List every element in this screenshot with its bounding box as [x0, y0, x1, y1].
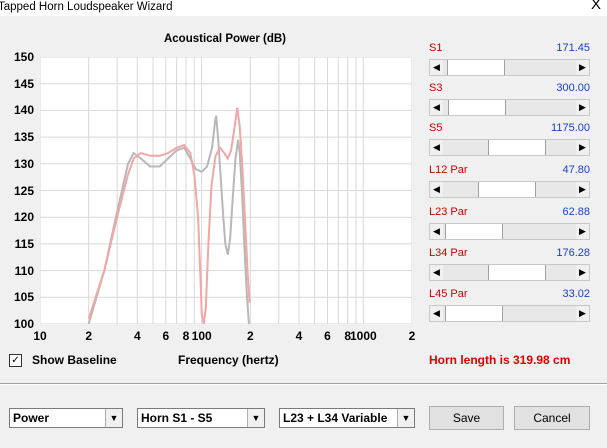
- y-tick-label: 115: [14, 236, 34, 251]
- show-baseline-label[interactable]: Show Baseline: [32, 353, 117, 367]
- x-tick-label: 2: [246, 329, 254, 343]
- power-chart: [40, 57, 412, 324]
- mode-dropdown[interactable]: Power ▼: [9, 408, 123, 428]
- y-tick-label: 110: [14, 263, 34, 278]
- horn-dropdown-value: Horn S1 - S5: [141, 411, 213, 425]
- slider-thumb[interactable]: [478, 182, 537, 197]
- slider-scrollbar[interactable]: ◀ ▶: [429, 305, 590, 322]
- chart-grid: [40, 57, 412, 324]
- x-axis-label: Frequency (hertz): [178, 353, 279, 367]
- slider-scrollbar[interactable]: ◀ ▶: [429, 59, 590, 76]
- variable-dropdown-value: L23 + L34 Variable: [283, 411, 388, 425]
- y-tick-label: 105: [13, 290, 34, 305]
- x-tick-label: 2: [408, 329, 416, 343]
- left-arrow-icon[interactable]: ◀: [430, 100, 443, 115]
- left-arrow-icon[interactable]: ◀: [430, 60, 443, 75]
- save-button[interactable]: Save: [429, 406, 504, 430]
- x-tick-label: 4: [133, 329, 141, 343]
- series-line-current: [87, 107, 251, 324]
- x-tick-label: 8: [182, 329, 190, 343]
- slider-scrollbar[interactable]: ◀ ▶: [429, 181, 590, 198]
- chart-series: [87, 107, 251, 324]
- check-icon: ✓: [11, 355, 20, 366]
- y-tick-label: 140: [13, 103, 34, 118]
- chevron-down-icon[interactable]: ▼: [105, 409, 122, 427]
- x-tick-label: 1000: [349, 329, 377, 343]
- right-arrow-icon[interactable]: ▶: [576, 100, 589, 115]
- x-tick-label: 6: [324, 329, 331, 343]
- right-arrow-icon[interactable]: ▶: [576, 140, 589, 155]
- close-icon[interactable]: X: [590, 0, 601, 13]
- slider-scrollbar[interactable]: ◀ ▶: [429, 264, 590, 281]
- show-baseline-checkbox[interactable]: ✓: [9, 354, 22, 367]
- left-arrow-icon[interactable]: ◀: [430, 182, 443, 197]
- y-tick-label: 150: [13, 50, 34, 64]
- slider-thumb[interactable]: [444, 306, 503, 321]
- x-tick-label: 8: [344, 329, 351, 343]
- y-tick-label: 100: [13, 317, 34, 331]
- variable-dropdown[interactable]: L23 + L34 Variable ▼: [279, 408, 415, 428]
- y-tick-label: 135: [13, 130, 34, 145]
- slider-thumb[interactable]: [447, 100, 506, 115]
- title-bar: Tapped Horn Loudspeaker Wizard X: [0, 0, 607, 16]
- slider-value: 171.45: [556, 42, 590, 54]
- slider-label: S1: [429, 42, 443, 54]
- slider-value: 47.80: [562, 164, 590, 176]
- right-arrow-icon[interactable]: ▶: [576, 60, 589, 75]
- y-tick-label: 120: [13, 210, 34, 225]
- x-tick-label: 4: [295, 329, 303, 343]
- horn-dropdown[interactable]: Horn S1 - S5 ▼: [137, 408, 265, 428]
- x-tick-label: 2: [85, 329, 92, 343]
- chevron-down-icon[interactable]: ▼: [247, 409, 264, 427]
- slider-scrollbar[interactable]: ◀ ▶: [429, 99, 590, 116]
- slider-value: 300.00: [556, 82, 590, 94]
- right-arrow-icon[interactable]: ▶: [576, 265, 589, 280]
- y-tick-label: 130: [13, 156, 34, 171]
- horn-length-text: Horn length is 319.98 cm: [429, 353, 571, 367]
- slider-label: L23 Par: [429, 206, 468, 218]
- left-arrow-icon[interactable]: ◀: [430, 306, 443, 321]
- y-tick-label: 125: [13, 183, 34, 198]
- slider-label: S5: [429, 122, 443, 134]
- right-arrow-icon[interactable]: ▶: [576, 224, 589, 239]
- right-arrow-icon[interactable]: ▶: [576, 306, 589, 321]
- slider-value: 1175.00: [551, 122, 590, 134]
- x-tick-label: 10: [33, 329, 47, 343]
- left-arrow-icon[interactable]: ◀: [430, 140, 443, 155]
- slider-value: 33.02: [562, 288, 590, 300]
- divider: [0, 383, 607, 385]
- slider-thumb[interactable]: [446, 60, 505, 75]
- x-tick-label: 100: [191, 329, 212, 343]
- right-arrow-icon[interactable]: ▶: [576, 182, 589, 197]
- x-tick-label: 6: [162, 329, 170, 343]
- slider-label: L45 Par: [429, 288, 468, 300]
- slider-label: L34 Par: [429, 247, 468, 259]
- window-title: Tapped Horn Loudspeaker Wizard: [0, 1, 173, 13]
- slider-label: S3: [429, 82, 443, 94]
- slider-value: 62.88: [562, 206, 590, 218]
- left-arrow-icon[interactable]: ◀: [430, 224, 443, 239]
- slider-label: L12 Par: [429, 164, 468, 176]
- y-tick-label: 145: [13, 76, 34, 91]
- left-arrow-icon[interactable]: ◀: [430, 265, 443, 280]
- slider-scrollbar[interactable]: ◀ ▶: [429, 139, 590, 156]
- cancel-button[interactable]: Cancel: [514, 406, 590, 430]
- slider-thumb[interactable]: [445, 224, 504, 239]
- chevron-down-icon[interactable]: ▼: [397, 409, 414, 427]
- slider-scrollbar[interactable]: ◀ ▶: [429, 223, 590, 240]
- series-line-baseline: [87, 115, 250, 324]
- mode-dropdown-value: Power: [13, 411, 50, 425]
- slider-value: 176.28: [556, 247, 590, 259]
- chart-title: Acoustical Power (dB): [163, 33, 287, 45]
- slider-thumb[interactable]: [488, 140, 546, 155]
- slider-thumb[interactable]: [488, 265, 546, 280]
